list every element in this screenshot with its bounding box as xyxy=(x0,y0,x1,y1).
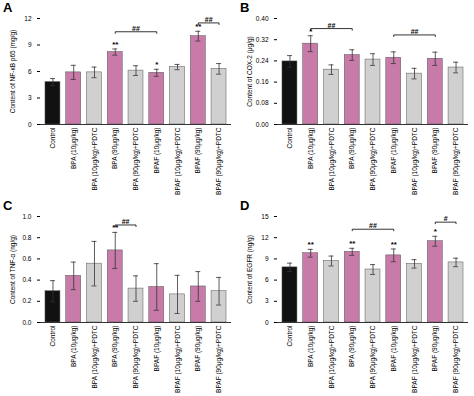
svg-text:##: ## xyxy=(411,28,419,35)
svg-text:0.24: 0.24 xyxy=(256,57,269,64)
svg-text:BPA (90μg/kg): BPA (90μg/kg) xyxy=(111,326,119,368)
svg-text:##: ## xyxy=(122,218,130,225)
svg-text:BPAF (90μg/kg): BPAF (90μg/kg) xyxy=(431,326,439,372)
html-text:A: A xyxy=(3,0,13,15)
svg-text:BPA (90μg/kg)+PDTC: BPA (90μg/kg)+PDTC xyxy=(369,127,377,190)
svg-text:BPA (90μg/kg)+PDTC: BPA (90μg/kg)+PDTC xyxy=(132,127,140,190)
svg-text:##: ## xyxy=(132,25,140,32)
svg-text:6: 6 xyxy=(28,68,32,75)
svg-text:BPA (90μg/kg): BPA (90μg/kg) xyxy=(348,128,356,170)
svg-text:9: 9 xyxy=(28,41,32,48)
svg-text:12: 12 xyxy=(261,234,269,241)
svg-text:0: 0 xyxy=(265,319,269,326)
svg-text:Control: Control xyxy=(286,127,293,149)
svg-text:1.0: 1.0 xyxy=(22,213,31,220)
svg-text:BPA (10μg/kg): BPA (10μg/kg) xyxy=(307,128,315,170)
svg-text:BPAF (90μg/kg): BPAF (90μg/kg) xyxy=(194,326,202,372)
svg-text:BPA (10μg/kg): BPA (10μg/kg) xyxy=(70,326,78,368)
svg-text:Control: Control xyxy=(49,127,56,149)
svg-text:BPAF (10μg/kg): BPAF (10μg/kg) xyxy=(153,326,161,372)
svg-text:Content of TNF-α (ng/g): Content of TNF-α (ng/g) xyxy=(9,235,17,304)
html-text:B: B xyxy=(240,0,250,15)
svg-text:0.08: 0.08 xyxy=(256,99,269,106)
svg-text:3: 3 xyxy=(265,297,269,304)
svg-text:BPAF (10μg/kg)+PDTC: BPAF (10μg/kg)+PDTC xyxy=(411,127,419,195)
svg-text:BPA (10μg/kg): BPA (10μg/kg) xyxy=(70,128,78,170)
svg-text:BPAF (90μg/kg): BPAF (90μg/kg) xyxy=(431,128,439,174)
svg-text:0.32: 0.32 xyxy=(256,36,269,43)
svg-text:BPA (10μg/kg)+PDTC: BPA (10μg/kg)+PDTC xyxy=(328,325,336,388)
svg-text:BPAF (90μg/kg)+PDTC: BPAF (90μg/kg)+PDTC xyxy=(215,127,223,195)
svg-text:Control: Control xyxy=(286,325,293,347)
svg-text:0.6: 0.6 xyxy=(22,255,31,262)
svg-text:**: ** xyxy=(391,240,398,249)
svg-text:*: * xyxy=(309,27,313,36)
svg-text:Content of COX-2 (μg/g): Content of COX-2 (μg/g) xyxy=(246,36,254,107)
svg-text:0.4: 0.4 xyxy=(22,276,31,283)
svg-text:BPAF (10μg/kg): BPAF (10μg/kg) xyxy=(153,128,161,174)
svg-text:0.00: 0.00 xyxy=(256,121,269,128)
svg-text:BPA (10μg/kg): BPA (10μg/kg) xyxy=(307,326,315,368)
svg-text:BPAF (90μg/kg): BPAF (90μg/kg) xyxy=(194,128,202,174)
svg-text:Content of NF-κB p65 (mg/g): Content of NF-κB p65 (mg/g) xyxy=(9,30,17,113)
svg-text:*: * xyxy=(155,60,159,69)
svg-text:0.0: 0.0 xyxy=(22,319,31,326)
svg-text:6: 6 xyxy=(265,276,269,283)
svg-text:BPA (10μg/kg)+PDTC: BPA (10μg/kg)+PDTC xyxy=(328,127,336,190)
svg-text:BPA (10μg/kg)+PDTC: BPA (10μg/kg)+PDTC xyxy=(91,325,99,388)
svg-text:BPAF (10μg/kg): BPAF (10μg/kg) xyxy=(390,128,398,174)
html-text:D: D xyxy=(240,198,250,213)
svg-text:BPAF (90μg/kg)+PDTC: BPAF (90μg/kg)+PDTC xyxy=(452,325,460,393)
svg-text:3: 3 xyxy=(28,94,32,101)
svg-text:**: ** xyxy=(195,22,202,31)
svg-text:BPAF (90μg/kg)+PDTC: BPAF (90μg/kg)+PDTC xyxy=(452,127,460,195)
svg-text:BPAF (90μg/kg)+PDTC: BPAF (90μg/kg)+PDTC xyxy=(215,325,223,393)
svg-text:BPAF (10μg/kg)+PDTC: BPAF (10μg/kg)+PDTC xyxy=(174,127,182,195)
svg-text:##: ## xyxy=(369,222,377,229)
svg-text:9: 9 xyxy=(265,255,269,262)
html-text:C: C xyxy=(3,198,13,213)
svg-text:BPAF (10μg/kg): BPAF (10μg/kg) xyxy=(390,326,398,372)
svg-text:*: * xyxy=(434,227,438,236)
svg-text:**: ** xyxy=(112,40,119,49)
svg-text:**: ** xyxy=(308,240,315,249)
svg-text:BPA (90μg/kg)+PDTC: BPA (90μg/kg)+PDTC xyxy=(132,325,140,388)
svg-text:0.8: 0.8 xyxy=(22,234,31,241)
svg-text:BPA (90μg/kg): BPA (90μg/kg) xyxy=(111,128,119,170)
svg-text:BPA (90μg/kg): BPA (90μg/kg) xyxy=(348,326,356,368)
svg-text:15: 15 xyxy=(261,213,269,220)
svg-text:#: # xyxy=(444,215,448,222)
svg-text:0.40: 0.40 xyxy=(256,15,269,22)
svg-text:0: 0 xyxy=(28,121,32,128)
svg-text:0.16: 0.16 xyxy=(256,78,269,85)
svg-text:**: ** xyxy=(349,239,356,248)
svg-text:##: ## xyxy=(205,16,213,23)
svg-text:##: ## xyxy=(328,22,336,29)
svg-text:Content of EGFR (ng/g): Content of EGFR (ng/g) xyxy=(246,235,254,304)
svg-text:BPA (10μg/kg)+PDTC: BPA (10μg/kg)+PDTC xyxy=(91,127,99,190)
svg-text:BPA (90μg/kg)+PDTC: BPA (90μg/kg)+PDTC xyxy=(369,325,377,388)
svg-text:12: 12 xyxy=(24,15,32,22)
svg-text:0.2: 0.2 xyxy=(22,297,31,304)
svg-text:Control: Control xyxy=(49,325,56,347)
svg-text:BPAF (10μg/kg)+PDTC: BPAF (10μg/kg)+PDTC xyxy=(411,325,419,393)
svg-text:BPAF (10μg/kg)+PDTC: BPAF (10μg/kg)+PDTC xyxy=(174,325,182,393)
